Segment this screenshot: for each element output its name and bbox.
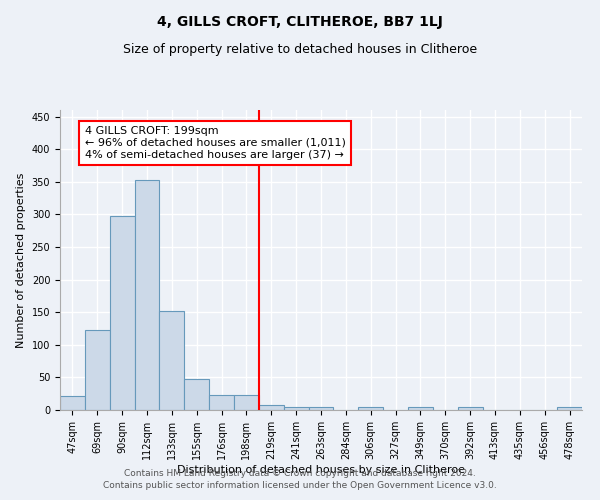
Bar — [458, 406, 482, 410]
Bar — [308, 406, 334, 410]
Text: 4, GILLS CROFT, CLITHEROE, BB7 1LJ: 4, GILLS CROFT, CLITHEROE, BB7 1LJ — [157, 15, 443, 29]
Bar — [134, 180, 160, 410]
Bar — [557, 408, 582, 410]
X-axis label: Distribution of detached houses by size in Clitheroe: Distribution of detached houses by size … — [177, 464, 465, 474]
Bar — [184, 378, 209, 410]
Text: Contains HM Land Registry data © Crown copyright and database right 2024.: Contains HM Land Registry data © Crown c… — [124, 468, 476, 477]
Bar — [234, 395, 259, 410]
Bar — [284, 406, 308, 410]
Text: Contains public sector information licensed under the Open Government Licence v3: Contains public sector information licen… — [103, 481, 497, 490]
Bar — [408, 406, 433, 410]
Bar — [259, 406, 284, 410]
Bar — [60, 396, 85, 410]
Bar — [110, 216, 134, 410]
Y-axis label: Number of detached properties: Number of detached properties — [16, 172, 26, 348]
Bar — [160, 311, 184, 410]
Text: 4 GILLS CROFT: 199sqm
← 96% of detached houses are smaller (1,011)
4% of semi-de: 4 GILLS CROFT: 199sqm ← 96% of detached … — [85, 126, 346, 160]
Bar — [358, 406, 383, 410]
Bar — [85, 330, 110, 410]
Bar — [209, 395, 234, 410]
Text: Size of property relative to detached houses in Clitheroe: Size of property relative to detached ho… — [123, 42, 477, 56]
